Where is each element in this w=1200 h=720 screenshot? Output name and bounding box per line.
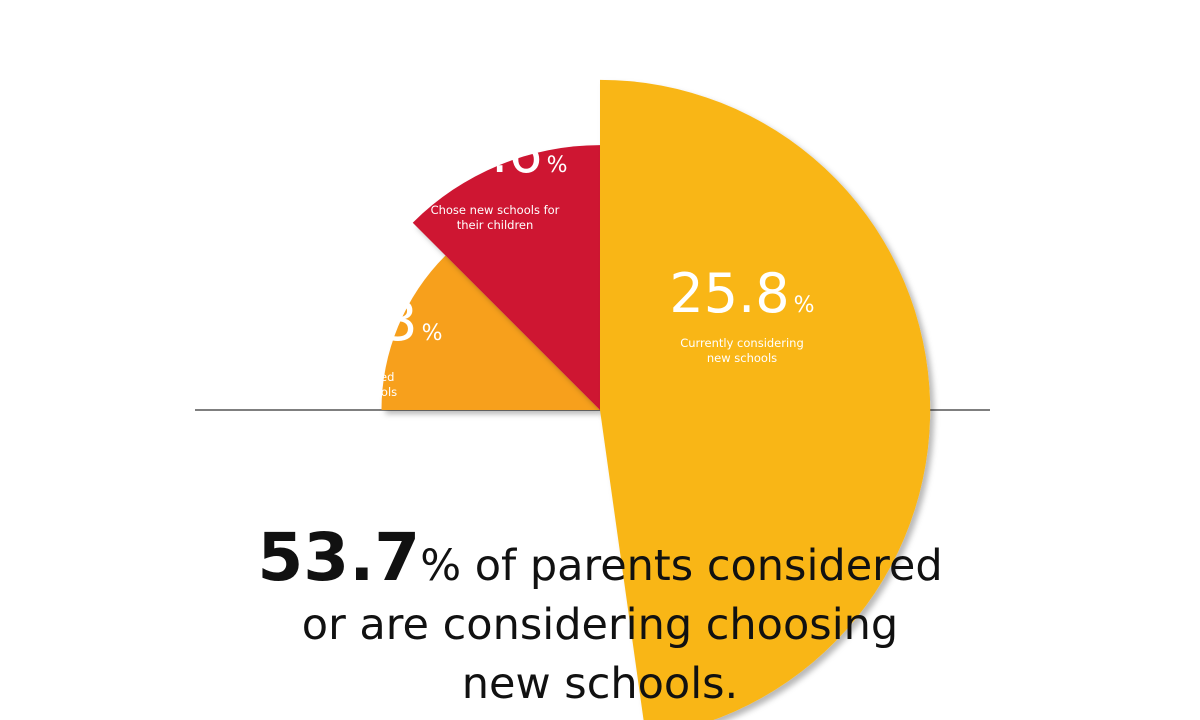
slice-3 xyxy=(600,79,931,720)
slice-1-value-label: 11.3% xyxy=(297,290,442,353)
slice-2 xyxy=(412,145,600,411)
slice-1 xyxy=(381,255,600,410)
slice-3-description: Currently considering new schools xyxy=(680,336,804,365)
summary-line-1-text: % of parents considered xyxy=(420,541,943,591)
summary-statement: 53.7% of parents considered or are consi… xyxy=(0,525,1200,714)
summary-line-3: new schools. xyxy=(461,659,739,709)
summary-line-1: 53.7% of parents considered xyxy=(0,525,1200,596)
slice-2-description: Chose new schools for their children xyxy=(431,203,560,232)
slice-3-value-label: 25.8% xyxy=(669,262,814,325)
summary-line-2: or are considering choosing xyxy=(301,600,899,650)
summary-highlight-number: 53.7 xyxy=(257,519,421,596)
slice-1-description: Considered new schools xyxy=(327,370,397,399)
slice-2-value-label: 16.6% xyxy=(422,122,567,185)
